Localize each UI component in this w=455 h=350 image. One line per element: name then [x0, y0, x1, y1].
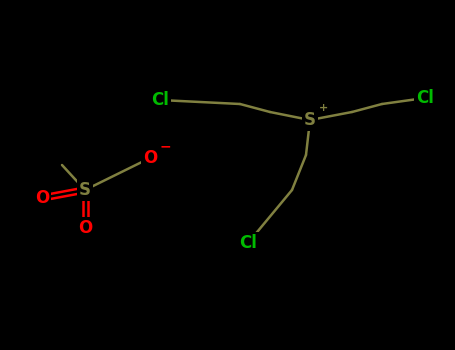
Text: S: S	[304, 111, 316, 129]
Text: Cl: Cl	[416, 89, 434, 107]
Text: S: S	[79, 181, 91, 199]
Text: O: O	[143, 149, 157, 167]
Text: O: O	[35, 189, 49, 207]
Text: Cl: Cl	[151, 91, 169, 109]
Text: +: +	[319, 103, 328, 113]
Text: O: O	[78, 219, 92, 237]
Text: Cl: Cl	[239, 234, 257, 252]
Text: −: −	[160, 139, 172, 153]
